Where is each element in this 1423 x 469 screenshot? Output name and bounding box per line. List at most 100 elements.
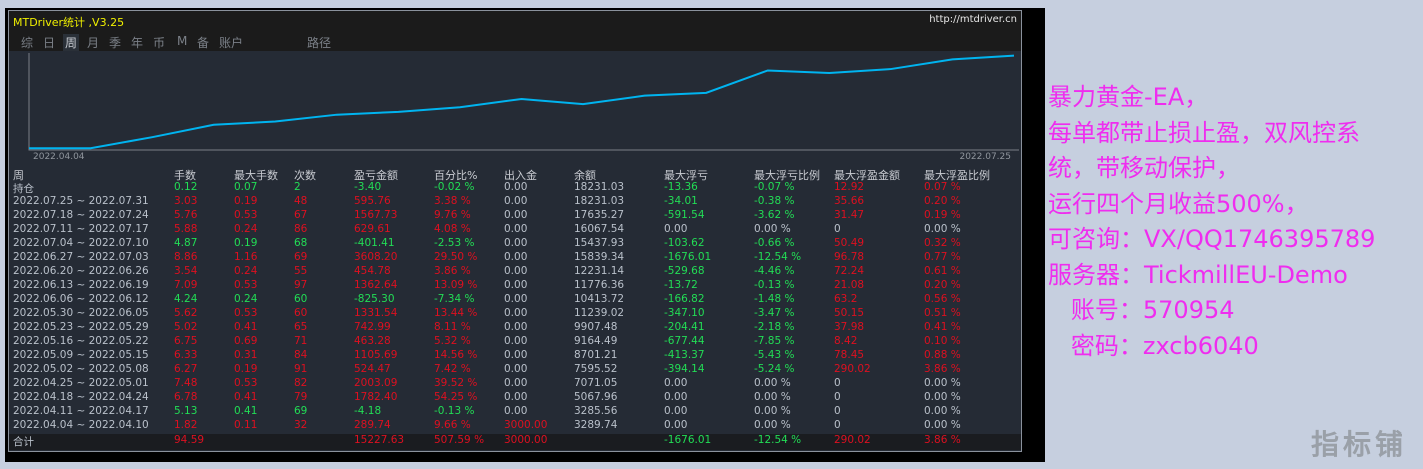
cell: 2022.05.16 ~ 2022.05.22 xyxy=(13,335,149,347)
cell: 0.53 xyxy=(234,209,258,221)
cell: 0.53 xyxy=(234,279,258,291)
cell: 0.00 xyxy=(504,265,528,277)
cell: 7.48 xyxy=(174,377,198,389)
mt-chart-window: MTDriver统计 ,V3.25 http://mtdriver.cn 综日周… xyxy=(5,8,1045,462)
table-row: 2022.06.06 ~ 2022.06.12 4.24 0.24 60 -825.30… xyxy=(9,293,1021,307)
cell: -825.30 xyxy=(354,293,395,305)
tab-3[interactable]: 月 xyxy=(87,36,100,50)
cell: 百分比% xyxy=(434,169,478,182)
cell: 15227.63 xyxy=(354,434,405,446)
cell: 0.00 % xyxy=(754,391,791,403)
tab-5[interactable]: 年 xyxy=(131,36,144,50)
cell: 0.00 % xyxy=(924,419,961,431)
cell: -7.85 % xyxy=(754,335,795,347)
cell: 次数 xyxy=(294,169,316,182)
cell: 12.92 xyxy=(834,181,865,193)
cell: -3.40 xyxy=(354,181,382,193)
cell: 9.66 % xyxy=(434,419,471,431)
cell: 507.59 % xyxy=(434,434,485,446)
cell: -13.72 xyxy=(664,279,698,291)
website-link[interactable]: http://mtdriver.cn xyxy=(929,14,1017,25)
cell: 5.32 % xyxy=(434,335,471,347)
cell: 454.78 xyxy=(354,265,391,277)
cell: 50.49 xyxy=(834,237,865,249)
tab-10[interactable]: 路径 xyxy=(307,36,332,50)
cell: 0.00 xyxy=(504,251,528,263)
tab-2[interactable]: 周 xyxy=(63,34,80,51)
cell: 6.27 xyxy=(174,363,198,375)
cell: 5.02 xyxy=(174,321,198,333)
cell: 0.77 % xyxy=(924,251,961,263)
cell: -7.34 % xyxy=(434,293,475,305)
annotation-line: 运行四个月收益500%， xyxy=(1048,189,1309,218)
tab-9[interactable]: 账户 xyxy=(219,36,244,50)
cell: -529.68 xyxy=(664,265,705,277)
cell: -0.66 % xyxy=(754,237,795,249)
cell: 0.00 % xyxy=(754,419,791,431)
cell: 7.42 % xyxy=(434,363,471,375)
cell: 86 xyxy=(294,223,308,235)
cell: -3.47 % xyxy=(754,307,795,319)
cell: 0.00 % xyxy=(924,391,961,403)
cell: 48 xyxy=(294,195,308,207)
table-row: 2022.05.09 ~ 2022.05.15 6.33 0.31 84 1105.69… xyxy=(9,349,1021,363)
cell: 69 xyxy=(294,405,308,417)
tab-4[interactable]: 季 xyxy=(109,36,122,50)
table-row: 2022.05.16 ~ 2022.05.22 6.75 0.69 71 463.28 5… xyxy=(9,335,1021,349)
cell: -413.37 xyxy=(664,349,705,361)
cell: 1105.69 xyxy=(354,349,398,361)
cell: -0.38 % xyxy=(754,195,795,207)
period-tabs: 综日周月季年币 M 备账户 路径 xyxy=(9,31,1021,51)
chart-start-date: 2022.04.04 xyxy=(33,152,85,162)
table-row: 2022.07.25 ~ 2022.07.31 3.03 0.19 48 595.76 3… xyxy=(9,195,1021,209)
cell: 71 xyxy=(294,335,308,347)
cell: 32 xyxy=(294,419,308,431)
cell: 91 xyxy=(294,363,308,375)
cell: 0.24 xyxy=(234,293,258,305)
cell: 5.62 xyxy=(174,307,198,319)
cell: 6.75 xyxy=(174,335,198,347)
cell: 65 xyxy=(294,321,308,333)
cell: 0.20 % xyxy=(924,279,961,291)
cell: 60 xyxy=(294,293,308,305)
table-row: 2022.04.11 ~ 2022.04.17 5.13 0.41 69 -4.18 -0… xyxy=(9,405,1021,419)
cell: -0.02 % xyxy=(434,181,475,193)
cell: 4.08 % xyxy=(434,223,471,235)
annotation-line: 暴力黄金-EA， xyxy=(1048,83,1209,111)
cell: 2022.05.02 ~ 2022.05.08 xyxy=(13,363,149,375)
table-row: 2022.06.20 ~ 2022.06.26 3.54 0.24 55 454.78 3… xyxy=(9,265,1021,279)
cell: 持仓 xyxy=(13,183,34,195)
cell: 3000.00 xyxy=(504,419,548,431)
cell: 31.47 xyxy=(834,209,865,221)
cell: -0.13 % xyxy=(754,279,795,291)
cell: 5.13 xyxy=(174,405,198,417)
cell: 67 xyxy=(294,209,308,221)
cell: 0.00 xyxy=(504,335,528,347)
tab-7[interactable]: M xyxy=(177,34,188,48)
cell: 0.00 xyxy=(504,363,528,375)
equity-chart xyxy=(28,53,1019,151)
cell: 0.56 % xyxy=(924,293,961,305)
cell: 0.11 xyxy=(234,419,258,431)
cell: 0.41 xyxy=(234,391,258,403)
cell: 0 xyxy=(834,391,841,403)
tab-8[interactable]: 备 xyxy=(197,36,210,50)
tab-0[interactable]: 综 xyxy=(21,36,34,50)
mtdriver-stats-panel: MTDriver统计 ,V3.25 http://mtdriver.cn 综日周… xyxy=(8,10,1022,452)
cell: 37.98 xyxy=(834,321,865,333)
cell: 68 xyxy=(294,237,308,249)
annotation-line: 每单都带止损止盈，双风控系 xyxy=(1048,118,1360,147)
annotation-line: 统，带移动保护， xyxy=(1048,154,1240,182)
cell: 1.82 xyxy=(174,419,198,431)
tab-1[interactable]: 日 xyxy=(43,36,56,50)
cell: -13.36 xyxy=(664,181,698,193)
tab-6[interactable]: 币 xyxy=(153,36,166,50)
cell: -3.62 % xyxy=(754,209,795,221)
cell: 0.00 xyxy=(504,349,528,361)
cell: 1362.64 xyxy=(354,279,398,291)
cell: -677.44 xyxy=(664,335,705,347)
cell: 0.00 % xyxy=(924,377,961,389)
cell: 742.99 xyxy=(354,321,391,333)
table-row: 2022.04.04 ~ 2022.04.10 1.82 0.11 32 289.74 9… xyxy=(9,419,1021,433)
cell: 11776.36 xyxy=(574,279,625,291)
